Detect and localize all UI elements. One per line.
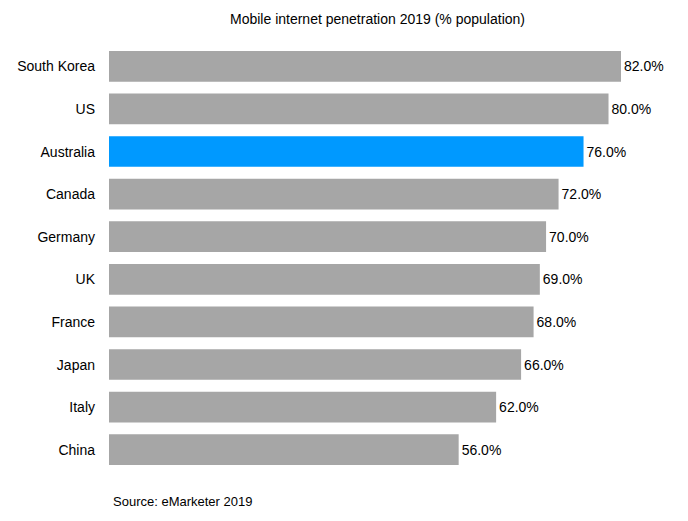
svg-text:56.0%: 56.0% bbox=[462, 442, 502, 458]
svg-text:Germany: Germany bbox=[37, 229, 95, 245]
svg-text:US: US bbox=[76, 101, 95, 117]
svg-text:62.0%: 62.0% bbox=[499, 399, 539, 415]
svg-text:66.0%: 66.0% bbox=[524, 357, 564, 373]
svg-text:Japan: Japan bbox=[57, 357, 95, 373]
svg-text:76.0%: 76.0% bbox=[587, 144, 627, 160]
svg-text:80.0%: 80.0% bbox=[612, 101, 652, 117]
svg-text:72.0%: 72.0% bbox=[562, 186, 602, 202]
svg-text:69.0%: 69.0% bbox=[543, 271, 583, 287]
svg-text:Source: eMarketer 2019: Source: eMarketer 2019 bbox=[113, 494, 252, 509]
svg-text:China: China bbox=[58, 442, 95, 458]
svg-text:70.0%: 70.0% bbox=[549, 229, 589, 245]
svg-text:Australia: Australia bbox=[41, 144, 96, 160]
svg-text:68.0%: 68.0% bbox=[537, 314, 577, 330]
svg-text:Mobile internet penetration 20: Mobile internet penetration 2019 (% popu… bbox=[230, 11, 525, 27]
svg-text:82.0%: 82.0% bbox=[624, 58, 664, 74]
svg-text:South Korea: South Korea bbox=[17, 58, 95, 74]
svg-text:France: France bbox=[51, 314, 95, 330]
svg-text:UK: UK bbox=[76, 271, 96, 287]
svg-text:Italy: Italy bbox=[69, 399, 95, 415]
svg-text:Canada: Canada bbox=[46, 186, 95, 202]
